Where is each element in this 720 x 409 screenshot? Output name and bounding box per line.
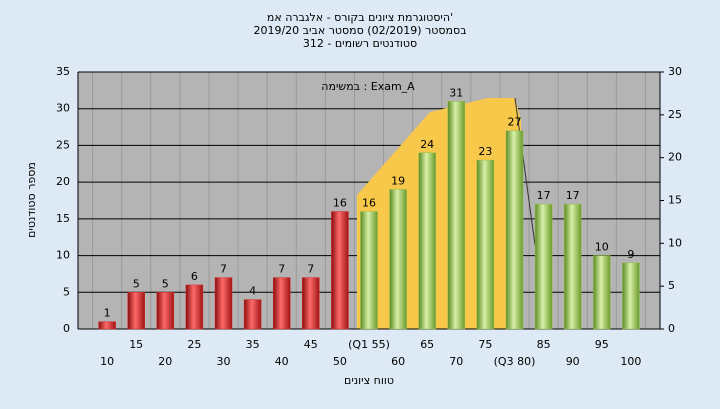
bar [360, 211, 378, 330]
bar [127, 292, 145, 330]
x-tick-label: 40 [275, 355, 289, 368]
value-label: 5 [133, 277, 140, 290]
chart-subtitle: בסמסטר (02/2019) סמסטר אביב 2019/20 [253, 24, 466, 37]
x-tick-label: 95 [595, 338, 609, 351]
y-tick-label: 5 [63, 285, 70, 298]
y-tick-label: 25 [56, 138, 70, 151]
value-label: 17 [566, 189, 580, 202]
x-tick-label: (Q1 55) [348, 338, 390, 351]
value-label: 16 [333, 197, 347, 210]
value-label: 9 [627, 248, 634, 261]
x-tick-label: 15 [129, 338, 143, 351]
bar [214, 277, 233, 330]
x-tick-label: 75 [478, 338, 492, 351]
y2-tick-label: 10 [668, 236, 682, 249]
value-label: 6 [191, 270, 198, 283]
bar [418, 152, 436, 330]
y-tick-label: 10 [56, 249, 70, 262]
bar [185, 284, 204, 330]
y2-tick-label: 20 [668, 151, 682, 164]
x-tick-label: 45 [304, 338, 318, 351]
x-tick-label: 100 [620, 355, 641, 368]
y-tick-label: 20 [56, 175, 70, 188]
y2-tick-label: 25 [668, 108, 682, 121]
x-tick-label: 70 [449, 355, 463, 368]
value-label: 4 [249, 285, 256, 298]
y-tick-label: 30 [56, 102, 70, 115]
y-tick-label: 35 [56, 65, 70, 78]
x-axis-label: טווח ציונים [344, 374, 394, 387]
value-label: 24 [420, 138, 434, 151]
value-label: 7 [220, 263, 227, 276]
quartile-line [514, 97, 536, 246]
bar [243, 299, 262, 330]
x-tick-label: (Q3 80) [494, 355, 536, 368]
y-tick-label: 15 [56, 212, 70, 225]
bar [302, 277, 320, 330]
bar [476, 159, 495, 330]
bar [593, 255, 611, 330]
value-label: 19 [391, 174, 405, 187]
value-label: 31 [449, 86, 463, 99]
x-tick-label: 35 [246, 338, 260, 351]
value-label: 16 [362, 197, 376, 210]
value-label: 27 [508, 116, 522, 129]
x-tick-label: 60 [391, 355, 405, 368]
bar [447, 101, 466, 330]
x-tick-label: 85 [537, 338, 551, 351]
bar [331, 211, 349, 330]
bar [156, 292, 175, 330]
value-label: 1 [104, 307, 111, 320]
x-tick-label: 90 [566, 355, 580, 368]
y-axis-label: מספר סטודנטים [25, 162, 38, 238]
y2-tick-label: 30 [668, 65, 682, 78]
x-tick-label: 50 [333, 355, 347, 368]
x-tick-label: 65 [420, 338, 434, 351]
bar [272, 277, 291, 330]
bar [505, 130, 524, 330]
y-tick-label: 0 [63, 322, 70, 335]
value-label: 7 [278, 263, 285, 276]
y2-tick-label: 5 [668, 279, 675, 292]
x-tick-label: 10 [100, 355, 114, 368]
bar [534, 203, 553, 330]
x-tick-label: 25 [187, 338, 201, 351]
chart-subtitle: סטודנטים רשומים - 312 [303, 37, 417, 50]
value-label: 5 [162, 277, 169, 290]
bar [389, 189, 407, 330]
y2-tick-label: 15 [668, 194, 682, 207]
annotation: במשימה : Exam_A [321, 80, 415, 93]
bar [622, 262, 640, 330]
value-label: 10 [595, 241, 609, 254]
value-label: 17 [537, 189, 551, 202]
chart-title: היסטוגרמת ציונים בקורס - אלגברה אמ' [267, 11, 453, 24]
y2-tick-label: 0 [668, 322, 675, 335]
bar [563, 203, 582, 330]
bar [98, 321, 116, 330]
x-tick-label: 20 [158, 355, 172, 368]
value-label: 23 [478, 145, 492, 158]
value-label: 7 [307, 263, 314, 276]
x-tick-label: 30 [217, 355, 231, 368]
